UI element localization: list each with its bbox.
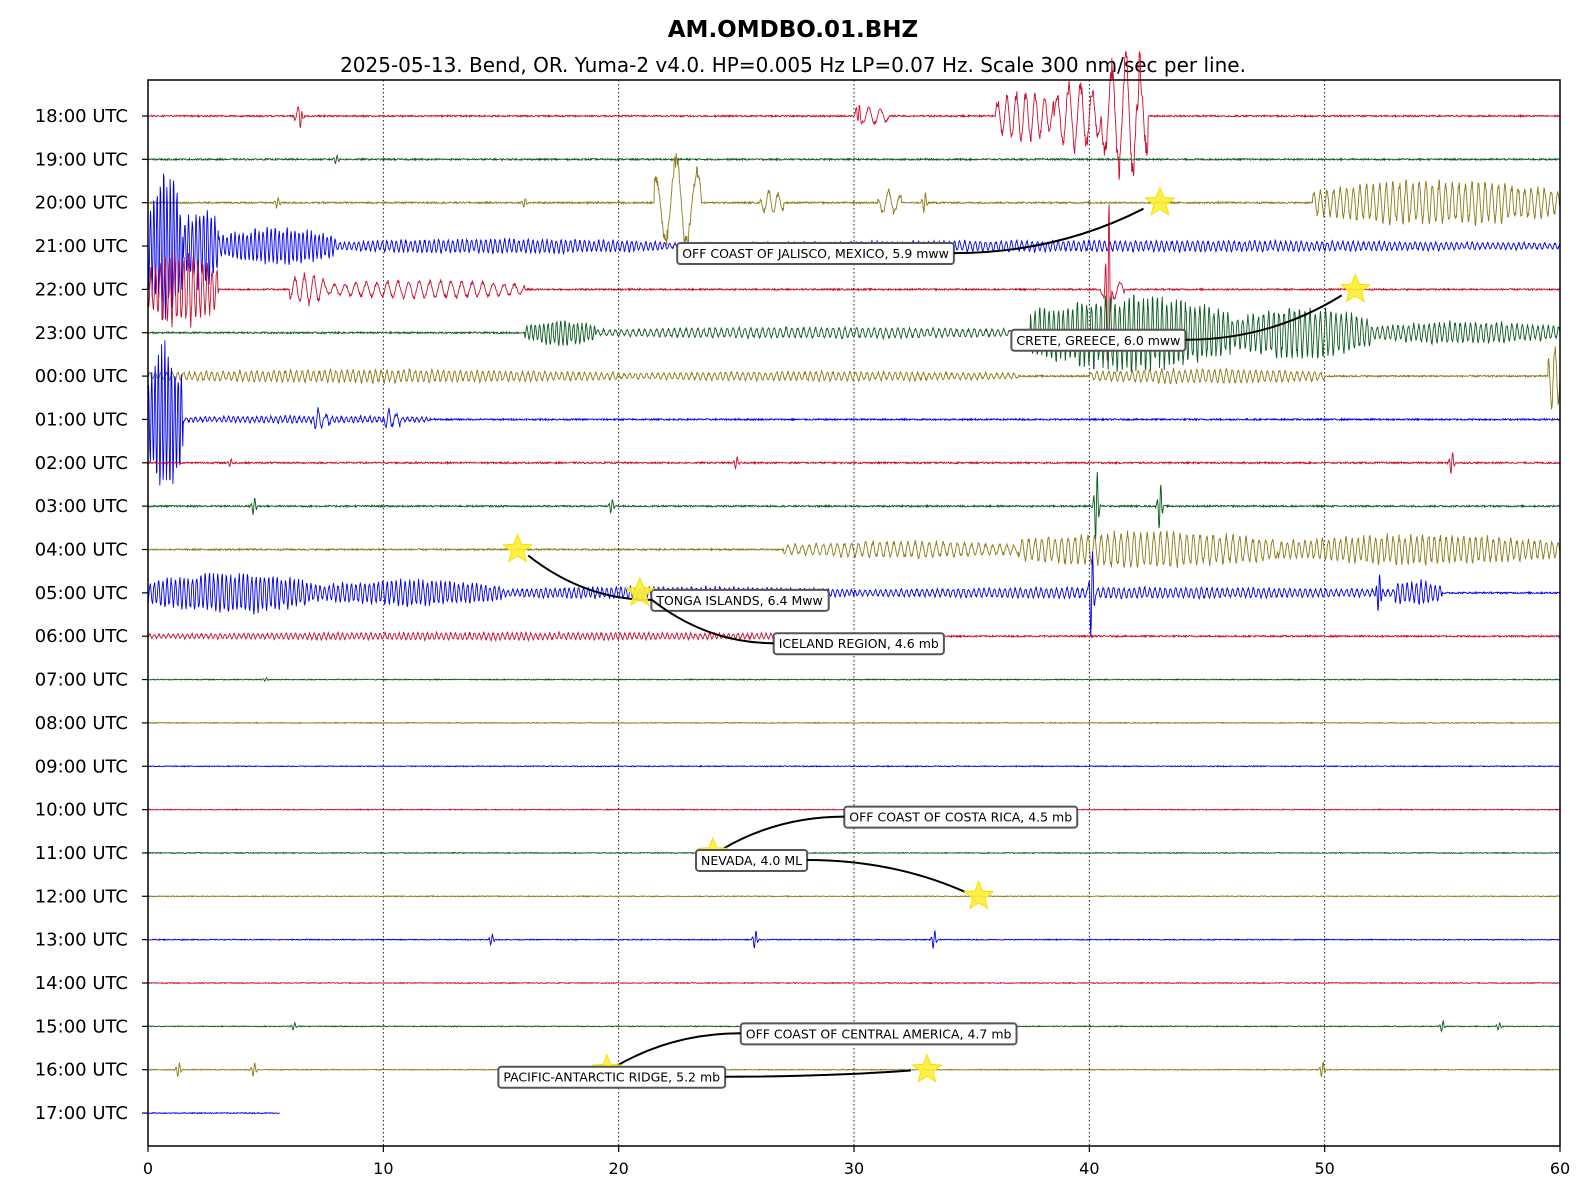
chart-subtitle: 2025-05-13. Bend, OR. Yuma-2 v4.0. HP=0.… (340, 53, 1246, 77)
trace-line (147, 551, 1561, 637)
event-leader-line (953, 207, 1144, 255)
event-star-marker (1144, 186, 1176, 216)
y-tick-label: 00:00 UTC (35, 366, 128, 387)
y-tick-label: 02:00 UTC (35, 453, 128, 474)
trace-lines (147, 51, 1561, 1115)
event-label: PACIFIC-ANTARCTIC RIDGE, 5.2 mb (503, 1070, 720, 1085)
trace-line (147, 346, 1561, 411)
event-label: CRETE, GREECE, 6.0 mww (1016, 333, 1180, 348)
y-tick-label: 13:00 UTC (35, 930, 128, 951)
trace-line (147, 1111, 281, 1115)
event-star-marker (963, 879, 995, 910)
y-tick-label: 08:00 UTC (35, 713, 128, 734)
trace-line (147, 981, 1561, 985)
trace-line (147, 929, 1561, 949)
x-tick-label: 0 (143, 1159, 153, 1178)
y-tick-label: 20:00 UTC (35, 193, 128, 214)
event-label-box (497, 1065, 727, 1089)
trace-line (147, 1061, 1561, 1078)
grid-lines (382, 80, 1326, 1146)
event-label-box (739, 1022, 1018, 1046)
event-label: ICELAND REGION, 4.6 mb (779, 636, 939, 651)
trace-line (147, 294, 1561, 373)
event-label: OFF COAST OF COSTA RICA, 4.5 mb (849, 810, 1072, 825)
trace-line (147, 764, 1561, 768)
y-tick-label: 04:00 UTC (35, 540, 128, 561)
chart-title: AM.OMDBO.01.BHZ (668, 17, 918, 43)
y-tick-label: 09:00 UTC (35, 756, 128, 777)
x-tick-label: 20 (608, 1159, 628, 1178)
trace-line (147, 471, 1561, 541)
event-star-marker (1339, 273, 1371, 303)
event-leader-line (1185, 294, 1343, 341)
trace-line (147, 721, 1561, 725)
y-tick-label: 21:00 UTC (35, 236, 128, 257)
trace-line (147, 452, 1561, 474)
y-tick-label: 18:00 UTC (35, 106, 128, 127)
trace-line (147, 851, 1561, 855)
event-label: OFF COAST OF JALISCO, MEXICO, 5.9 mww (682, 246, 949, 261)
trace-line (147, 530, 1561, 569)
y-tick-label: 15:00 UTC (35, 1016, 128, 1037)
x-tick-label: 50 (1314, 1159, 1334, 1178)
trace-line (147, 152, 1561, 247)
event-leader-line (725, 1069, 911, 1078)
trace-line (147, 204, 1561, 361)
trace-line (147, 51, 1561, 180)
y-tick-label: 12:00 UTC (35, 886, 128, 907)
event-star-marker (501, 533, 533, 563)
event-label: TONGA ISLANDS, 6.4 Mww (655, 593, 822, 608)
y-tick-label: 01:00 UTC (35, 409, 128, 430)
x-tick-label: 60 (1550, 1159, 1570, 1178)
x-tick-label: 40 (1079, 1159, 1099, 1178)
y-tick-label: 06:00 UTC (35, 626, 128, 647)
y-tick-label: 22:00 UTC (35, 279, 128, 300)
y-tick-label: 03:00 UTC (35, 496, 128, 517)
x-tick-label: 10 (373, 1159, 393, 1178)
trace-line (147, 676, 1561, 683)
event-leader-line (807, 859, 966, 893)
event-label-box (1010, 328, 1187, 352)
y-tick-label: 16:00 UTC (35, 1060, 128, 1081)
y-tick-label: 14:00 UTC (35, 973, 128, 994)
event-label: OFF COAST OF CENTRAL AMERICA, 4.7 mb (746, 1026, 1012, 1041)
event-label: NEVADA, 4.0 ML (701, 853, 802, 868)
x-tick-label: 30 (844, 1159, 864, 1178)
y-tick-label: 07:00 UTC (35, 670, 128, 691)
trace-line (147, 153, 1561, 164)
y-tick-label: 19:00 UTC (35, 149, 128, 170)
event-leader-line (649, 598, 774, 645)
y-tick-label: 17:00 UTC (35, 1103, 128, 1124)
event-leader-line (722, 815, 845, 850)
event-leader-line (617, 1032, 741, 1067)
trace-line (147, 894, 1560, 898)
y-tick-label: 10:00 UTC (35, 800, 128, 821)
y-tick-label: 05:00 UTC (35, 583, 128, 604)
event-star-marker (911, 1053, 943, 1083)
event-star-marker (624, 576, 656, 607)
y-tick-label: 11:00 UTC (35, 843, 128, 864)
event-annotations: OFF COAST OF JALISCO, MEXICO, 5.9 mww CRE… (497, 186, 1371, 1089)
y-tick-label: 23:00 UTC (35, 323, 128, 344)
event-label-box (676, 242, 955, 266)
trace-line (147, 340, 1561, 486)
axes: 18:00 UTC 19:00 UTC 20:00 UTC 21:00 UTC 22:0… (35, 79, 1570, 1178)
